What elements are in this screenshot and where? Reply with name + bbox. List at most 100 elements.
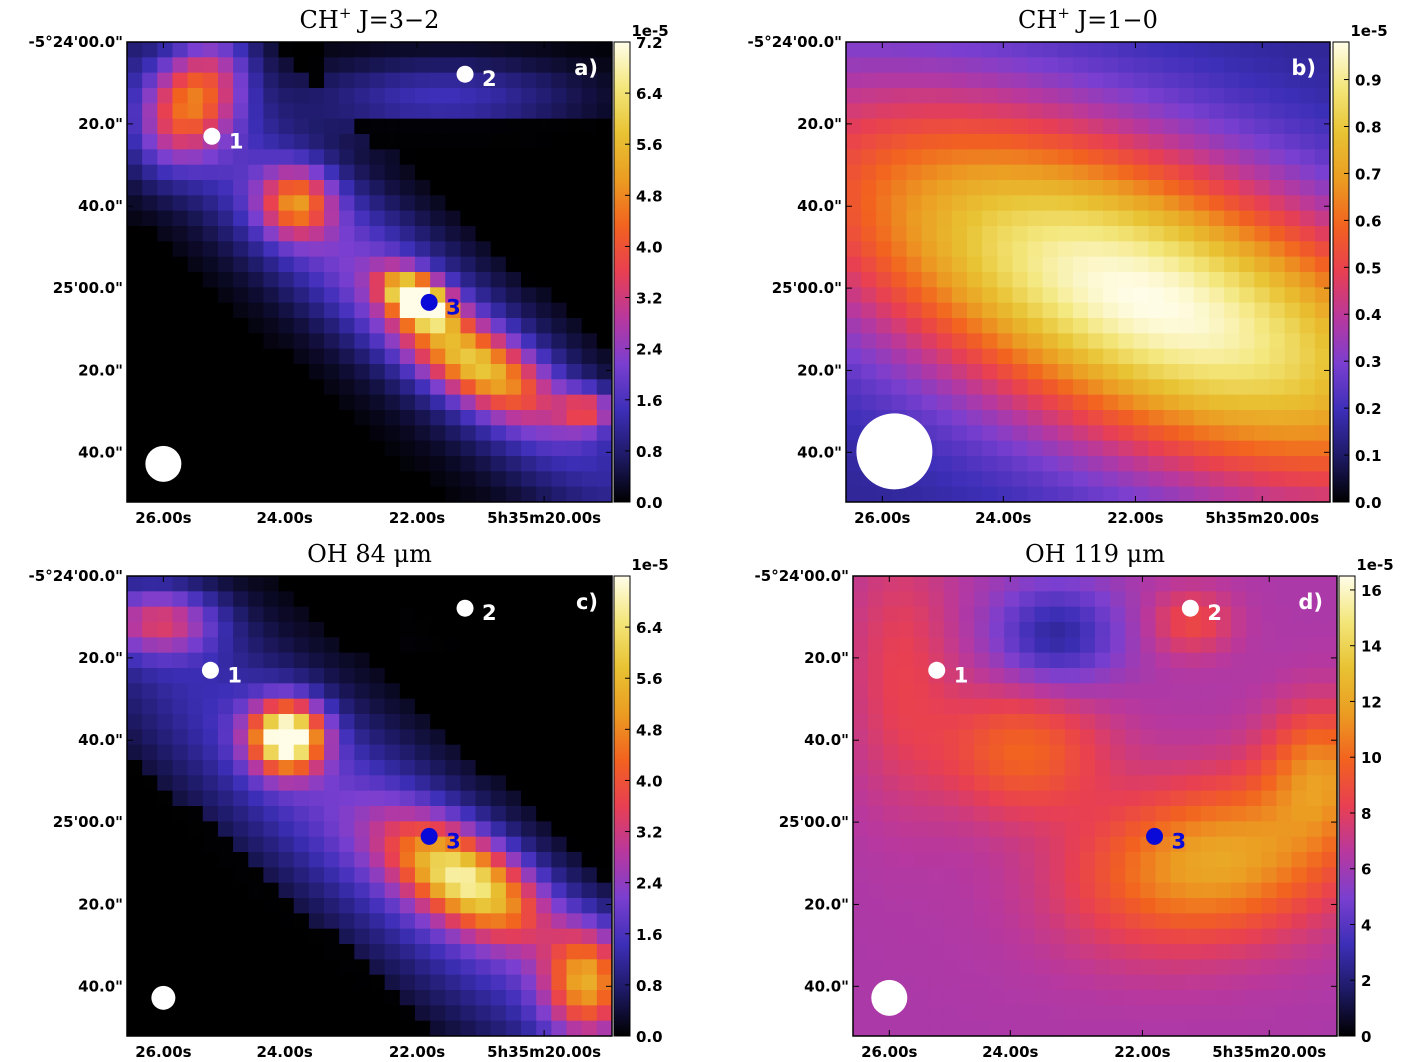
heatmap-cell (898, 576, 915, 592)
heatmap-cell (127, 486, 143, 502)
heatmap-cell (430, 790, 446, 807)
heatmap-cell (1140, 760, 1157, 776)
heatmap-cell (521, 683, 537, 700)
heatmap-cell (1216, 606, 1232, 623)
heatmap-cell (1095, 622, 1111, 638)
heatmap-cell (1254, 195, 1271, 212)
heatmap-cell (475, 364, 492, 380)
heatmap-cell (460, 576, 477, 592)
heatmap-cell (505, 364, 522, 380)
heatmap-cell (430, 149, 446, 166)
heatmap-cell (1299, 57, 1316, 74)
heatmap-cell (1299, 333, 1316, 350)
heatmap-cell (1125, 928, 1141, 945)
heatmap-cell (172, 882, 189, 899)
title-transition: J=3−2 (351, 6, 439, 34)
heatmap-cell (1200, 928, 1217, 945)
heatmap-cell (490, 440, 507, 457)
heatmap-cell (989, 729, 1005, 746)
heatmap-cell (928, 606, 945, 623)
heatmap-cell (1148, 118, 1165, 135)
x-tick-label: 24.00s (256, 509, 312, 527)
heatmap-cell (399, 775, 416, 792)
heatmap-cell (293, 606, 310, 623)
heatmap-cell (263, 72, 280, 89)
heatmap-cell (490, 944, 507, 960)
heatmap-cell (172, 88, 189, 104)
heatmap-cell (233, 928, 249, 945)
heatmap-cell (293, 852, 310, 868)
heatmap-cell (1291, 668, 1308, 684)
heatmap-cell (1079, 698, 1096, 715)
heatmap-cell (293, 210, 310, 227)
heatmap-cell (460, 348, 477, 365)
heatmap-cell (1163, 103, 1180, 120)
heatmap-cell (536, 1005, 552, 1022)
heatmap-cell (1170, 637, 1187, 654)
heatmap-cell (217, 760, 234, 776)
heatmap-cell (248, 164, 265, 181)
heatmap-cell (536, 226, 552, 242)
heatmap-cell (475, 103, 492, 120)
heatmap-cell (187, 775, 204, 792)
heatmap-cell (883, 729, 899, 746)
heatmap-cell (233, 836, 249, 853)
heatmap-cell (248, 836, 265, 853)
heatmap-cell (202, 195, 219, 212)
heatmap-cell (551, 775, 568, 792)
heatmap-cell (536, 836, 552, 853)
heatmap-cell (505, 149, 522, 166)
heatmap-cell (1284, 471, 1301, 488)
heatmap-cell (1049, 1005, 1066, 1022)
heatmap-cell (861, 164, 877, 181)
heatmap-cell (1019, 974, 1036, 991)
heatmap-cell (1004, 974, 1020, 991)
heatmap-cell (846, 394, 862, 411)
heatmap-cell (1088, 164, 1104, 181)
heatmap-cell (399, 867, 416, 884)
heatmap-cell (354, 210, 371, 227)
heatmap-cell (1110, 1005, 1126, 1022)
heatmap-cell (958, 974, 975, 991)
heatmap-cell (187, 836, 204, 853)
heatmap-cell (217, 576, 234, 592)
heatmap-cell (1042, 210, 1059, 227)
heatmap-cell (324, 394, 340, 411)
heatmap-cell (1269, 180, 1286, 196)
heatmap-cell (324, 149, 340, 166)
heatmap-cell (853, 760, 869, 776)
heatmap-cell (430, 456, 446, 472)
heatmap-cell (566, 164, 583, 181)
heatmap-cell (1110, 821, 1126, 838)
heatmap-cell (928, 744, 945, 761)
heatmap-cell (1019, 698, 1036, 715)
heatmap-cell (414, 622, 431, 638)
heatmap-cell (989, 990, 1005, 1006)
heatmap-cell (1299, 134, 1316, 150)
heatmap-cell (1321, 944, 1337, 960)
heatmap-cell (354, 637, 371, 654)
heatmap-cell (127, 195, 143, 212)
heatmap-cell (369, 57, 386, 74)
heatmap-cell (263, 990, 280, 1006)
heatmap-cell (861, 149, 877, 166)
heatmap-cell (1110, 729, 1126, 746)
heatmap-cell (958, 867, 975, 884)
heatmap-cell (263, 622, 280, 638)
heatmap-cell (127, 471, 143, 488)
heatmap-cell (1049, 821, 1066, 838)
heatmap-cell (974, 683, 990, 700)
heatmap-cell (1209, 425, 1225, 442)
heatmap-cell (202, 88, 219, 104)
heatmap-cell (505, 898, 522, 914)
heatmap-cell (1034, 959, 1051, 976)
heatmap-cell (1064, 760, 1081, 776)
heatmap-cell (974, 668, 990, 684)
heatmap-cell (1064, 974, 1081, 991)
heatmap-cell (445, 348, 462, 365)
heatmap-cell (1088, 256, 1104, 273)
heatmap-cell (1034, 806, 1051, 822)
heatmap-cell (339, 944, 355, 960)
heatmap-cell (445, 486, 462, 502)
heatmap-cell (913, 637, 930, 654)
